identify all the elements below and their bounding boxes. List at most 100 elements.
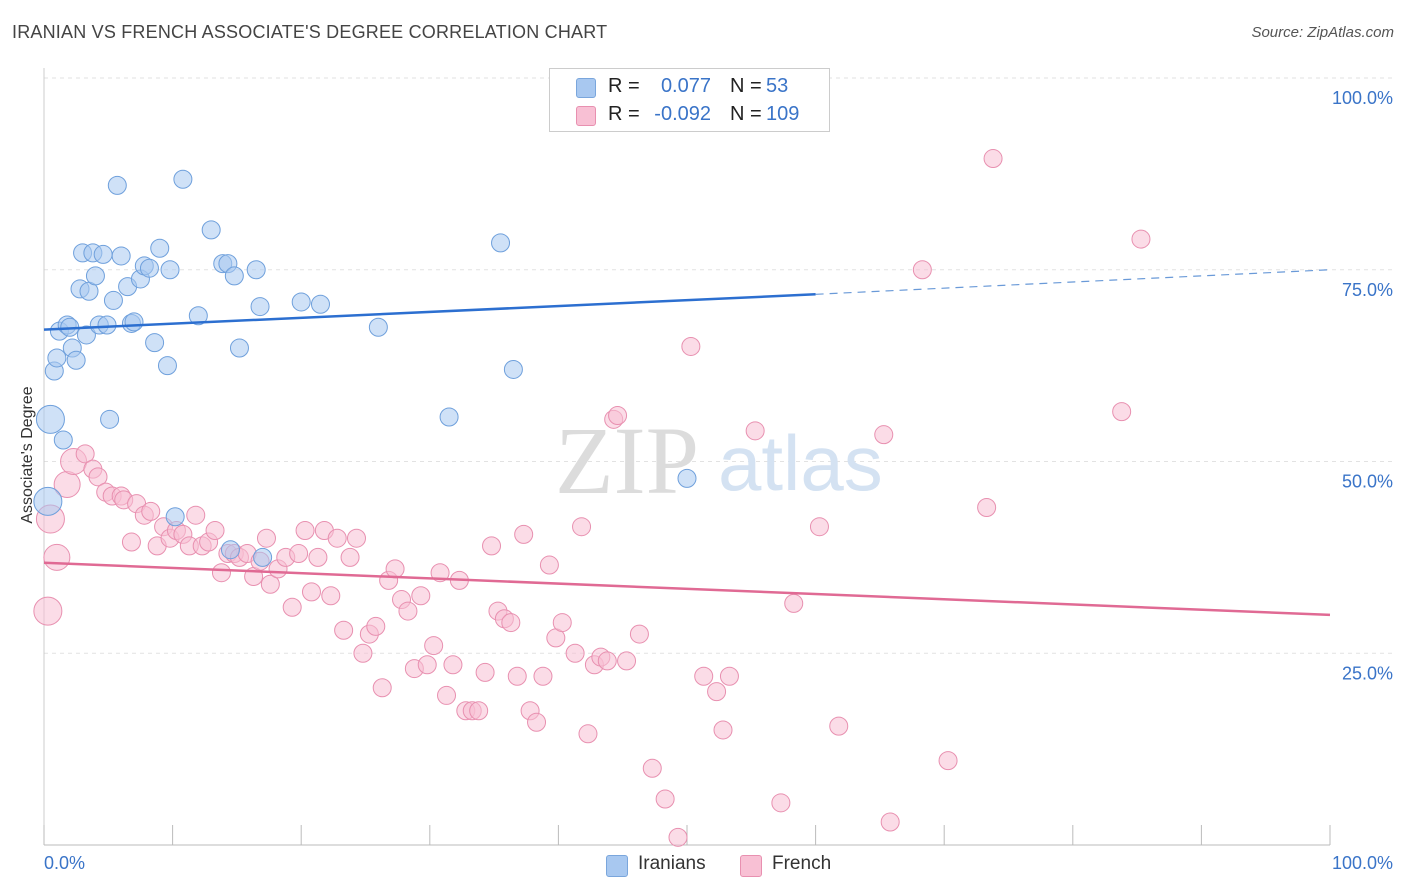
data-point-french [430, 563, 450, 583]
data-point-french [340, 547, 360, 567]
data-point-french [437, 685, 457, 705]
bottom-legend-label-french: French [772, 853, 832, 874]
data-point-iranians [103, 290, 123, 310]
data-point-iranians [368, 317, 388, 337]
data-point-iranians [503, 359, 523, 379]
legend-row-french: R = -0.092 N = 109 [550, 101, 829, 129]
data-point-iranians [47, 348, 67, 368]
data-point-iranians [250, 297, 270, 317]
data-point-french [256, 528, 276, 548]
data-point-french [88, 467, 108, 487]
data-point-french [289, 544, 309, 564]
data-point-iranians [157, 356, 177, 376]
legend-n-label: N = [730, 75, 762, 97]
legend-n-value: 53 [766, 75, 789, 97]
data-point-french [694, 666, 714, 686]
correlation-legend: R = 0.077 N = 53 R = -0.092 N = 109 [549, 68, 830, 132]
data-point-french [829, 716, 849, 736]
data-point-iranians [253, 547, 273, 567]
data-point-french [301, 582, 321, 602]
data-point-iranians [165, 507, 185, 527]
legend-swatch-french [576, 106, 596, 126]
data-point-french [411, 586, 431, 606]
data-point-iranians [246, 260, 266, 280]
data-point-iranians [53, 430, 73, 450]
legend-r-label: R = [608, 75, 640, 97]
data-point-french [398, 601, 418, 621]
data-point-iranians [291, 292, 311, 312]
data-point-french [372, 678, 392, 698]
data-point-french [346, 528, 366, 548]
watermark-atlas: atlas [718, 419, 883, 507]
data-point-french [205, 521, 225, 541]
data-point-french [880, 812, 900, 832]
data-point-iranians [173, 169, 193, 189]
data-point-french [938, 751, 958, 771]
data-point-french [572, 517, 592, 537]
data-point-iranians [160, 260, 180, 280]
watermark-zip: ZIP [555, 407, 699, 514]
data-point-iranians [201, 220, 221, 240]
data-point-french [578, 724, 598, 744]
data-point-iranians [111, 246, 131, 266]
data-point-french [552, 613, 572, 633]
data-point-french [211, 563, 231, 583]
data-point-iranians [224, 266, 244, 286]
data-point-french [745, 421, 765, 441]
legend-n-label: N = [730, 103, 762, 125]
y-tick-label: 25.0% [1342, 663, 1393, 683]
data-point-french [912, 260, 932, 280]
data-point-french [475, 662, 495, 682]
y-tick-label: 75.0% [1342, 280, 1393, 300]
data-point-french [874, 425, 894, 445]
data-point-french [713, 720, 733, 740]
data-point-french [443, 655, 463, 675]
data-point-french [186, 505, 206, 525]
legend-r-label: R = [608, 103, 640, 125]
source-label: Source: ZipAtlas.com [1251, 24, 1394, 41]
data-point-french [983, 149, 1003, 169]
data-point-french [366, 616, 386, 636]
data-point-french [1112, 402, 1132, 422]
trend-line-french [43, 561, 1331, 617]
data-point-french [533, 666, 553, 686]
data-point-iranians [35, 404, 65, 434]
trend-lines [43, 269, 1331, 617]
legend-r-value: 0.077 [660, 75, 711, 97]
data-point-iranians [85, 266, 105, 286]
data-point-french [43, 543, 71, 571]
data-point-french [482, 536, 502, 556]
y-tick-label: 50.0% [1342, 472, 1393, 492]
data-point-iranians [310, 294, 330, 314]
data-point-iranians [100, 409, 120, 429]
data-point-iranians [491, 233, 511, 253]
legend-swatch-iranians [576, 78, 596, 98]
data-point-french [33, 596, 63, 626]
data-point-iranians [66, 350, 86, 370]
legend-row-iranians: R = 0.077 N = 53 [550, 73, 829, 101]
data-point-french [707, 682, 727, 702]
data-point-iranians [145, 333, 165, 353]
data-point-french [809, 517, 829, 537]
data-point-french [417, 655, 437, 675]
data-point-iranians [439, 407, 459, 427]
data-point-french [608, 405, 628, 425]
data-point-french [681, 336, 701, 356]
x-tick-label-max: 100.0% [1332, 853, 1393, 873]
data-point-iranians [107, 175, 127, 195]
data-point-french [282, 597, 302, 617]
bottom-legend-label-iranians: Iranians [638, 853, 706, 874]
data-point-french [784, 593, 804, 613]
data-point-french [141, 501, 161, 521]
chart-title: IRANIAN VS FRENCH ASSOCIATE'S DEGREE COR… [12, 22, 608, 42]
data-point-french [353, 643, 373, 663]
data-point-french [260, 574, 280, 594]
data-point-french [629, 624, 649, 644]
bottom-legend-swatch-french [740, 855, 762, 877]
data-point-french [121, 532, 141, 552]
data-point-french [771, 793, 791, 813]
data-point-french [617, 651, 637, 671]
data-point-french [507, 666, 527, 686]
data-point-french [1131, 229, 1151, 249]
data-point-iranians [229, 338, 249, 358]
